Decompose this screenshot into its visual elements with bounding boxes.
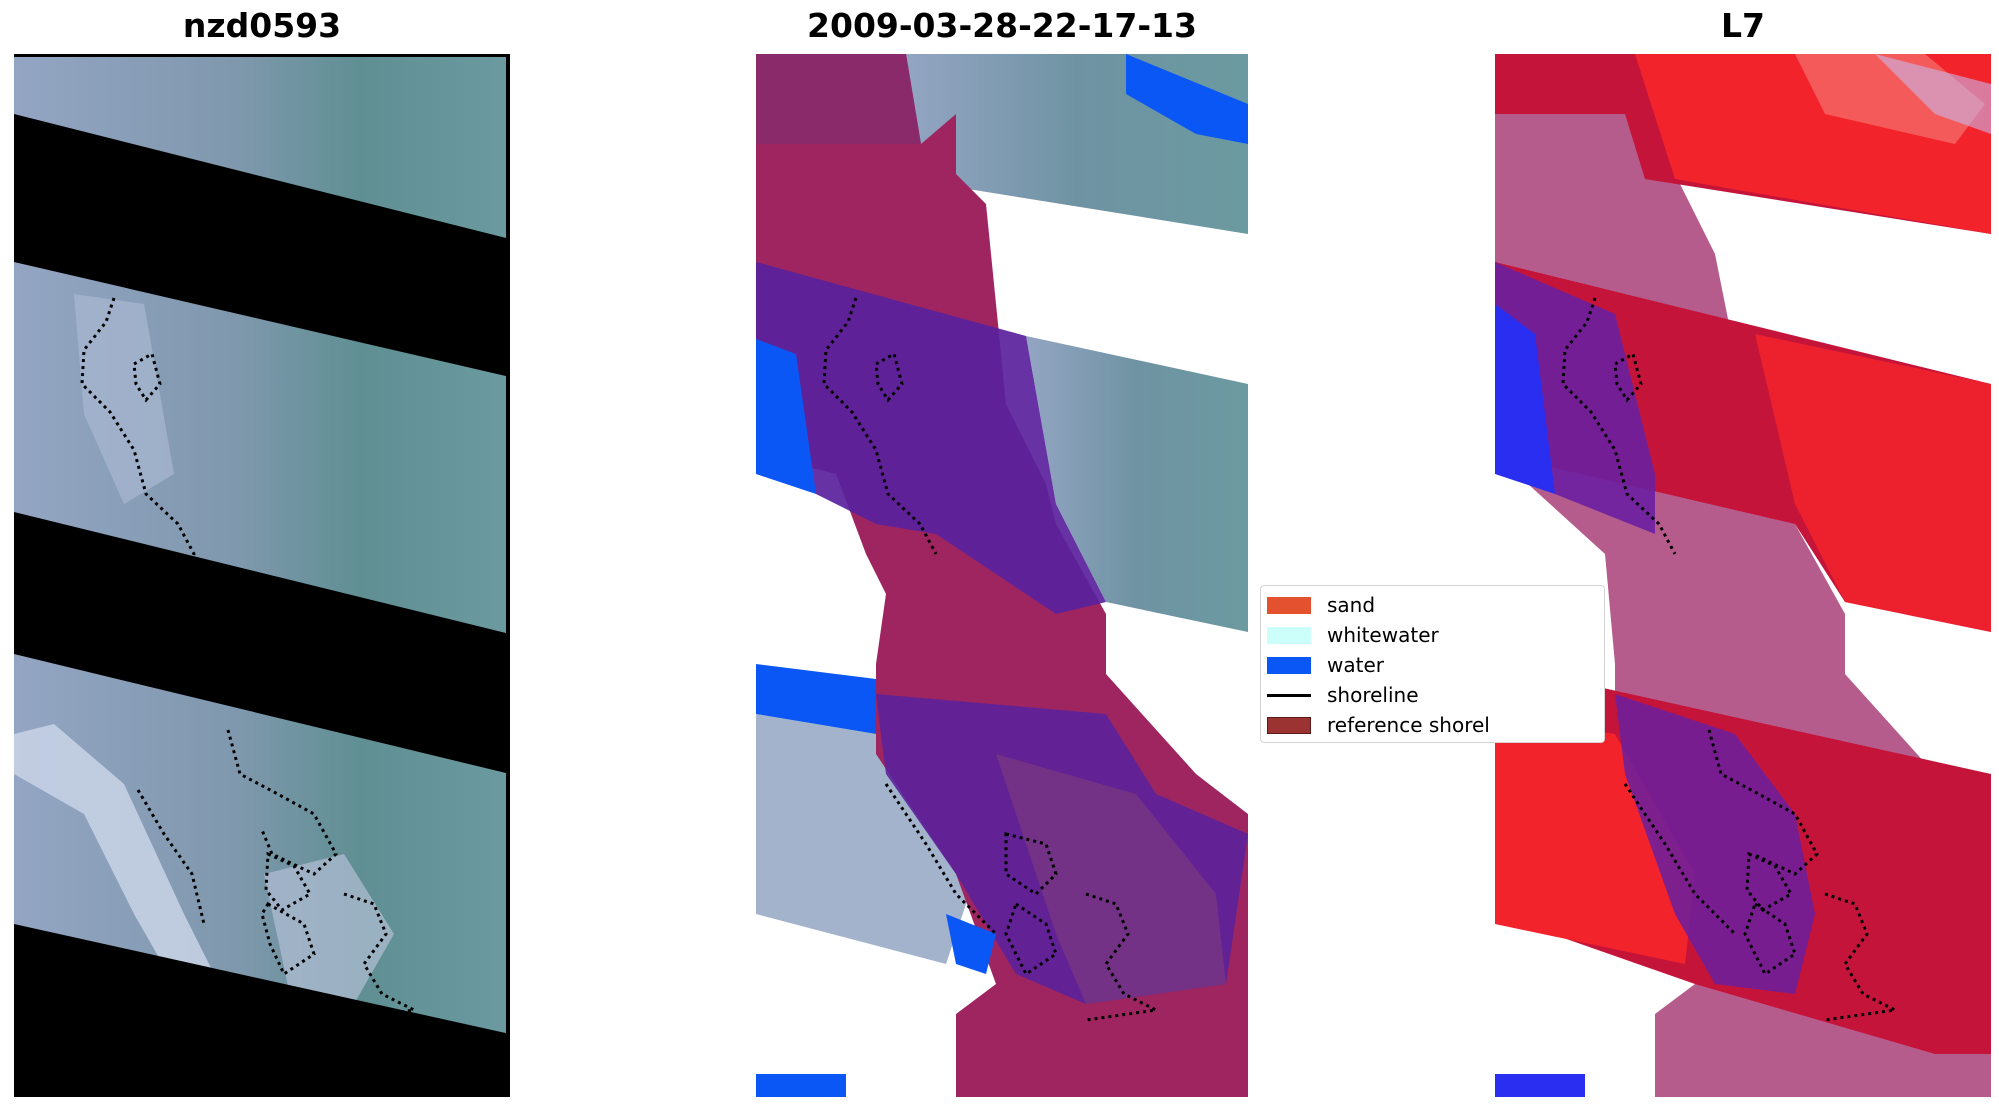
shoreline-path	[1004, 901, 1058, 977]
shoreline-path	[80, 297, 196, 597]
shoreline-path	[1745, 851, 1794, 912]
index-blue-region	[1495, 1074, 1585, 1097]
index-panel	[1495, 54, 1991, 1097]
legend-item-water: water	[1261, 650, 1604, 680]
water-class-region	[756, 1074, 846, 1097]
purple-class-region	[756, 262, 1106, 614]
water-class-region	[756, 664, 876, 734]
legend-label: sand	[1327, 593, 1376, 617]
legend-label: water	[1327, 653, 1384, 677]
index-strip	[1755, 334, 1991, 632]
water-swatch	[1267, 657, 1311, 674]
shoreline-line-icon	[1267, 694, 1311, 697]
legend-label: shoreline	[1327, 683, 1419, 707]
shoreline-path	[1743, 901, 1797, 977]
shoreline-path	[1623, 783, 1737, 936]
imagery-strip	[756, 714, 976, 964]
panel-title-classified: 2009-03-28-22-17-13	[807, 6, 1197, 45]
legend-item-shoreline: shoreline	[1261, 680, 1604, 710]
bright-streak	[74, 294, 174, 504]
legend-item-reference-shoreline: reference shorel	[1261, 710, 1604, 740]
index-blue-region	[1495, 304, 1555, 494]
shoreline-path	[1707, 729, 1819, 876]
no-data-stripe	[14, 924, 510, 1097]
shoreline-path	[822, 297, 938, 555]
index-purple-region	[1615, 694, 1815, 994]
water-class-region	[1126, 54, 1248, 144]
panel-title-index: L7	[1721, 6, 1765, 45]
index-bright-region	[1875, 54, 1991, 134]
water-class-region	[946, 914, 996, 974]
purple-class-region	[996, 754, 1226, 1004]
legend-item-whitewater: whitewater	[1261, 620, 1604, 650]
shoreline-path	[332, 892, 419, 1045]
no-data-stripe	[506, 54, 510, 1097]
bright-streak	[14, 724, 214, 984]
bright-streak	[264, 854, 394, 1014]
reference-shoreline-swatch	[1267, 717, 1311, 734]
no-data-stripe	[14, 54, 510, 57]
whitewater-swatch	[1267, 627, 1311, 644]
legend-label: whitewater	[1327, 623, 1439, 647]
classified-panel	[756, 54, 1248, 1097]
imagery-strip	[1026, 336, 1248, 632]
water-class-region	[756, 339, 816, 494]
no-data-stripe	[14, 114, 510, 377]
rgb-image-panel	[14, 54, 510, 1097]
panel-title-rgb: nzd0593	[182, 6, 342, 45]
sand-swatch	[1267, 597, 1311, 614]
shoreline-path	[1561, 297, 1677, 555]
sand-class-region	[756, 54, 921, 144]
legend-item-sand: sand	[1261, 590, 1604, 620]
shoreline-path	[884, 783, 998, 936]
legend: sand whitewater water shoreline referenc…	[1260, 585, 1605, 743]
shoreline-path	[1004, 832, 1058, 896]
index-strip	[1495, 714, 1695, 964]
no-data-stripe	[14, 512, 510, 774]
legend-label: reference shorel	[1327, 713, 1490, 737]
shoreline-path	[264, 851, 313, 912]
